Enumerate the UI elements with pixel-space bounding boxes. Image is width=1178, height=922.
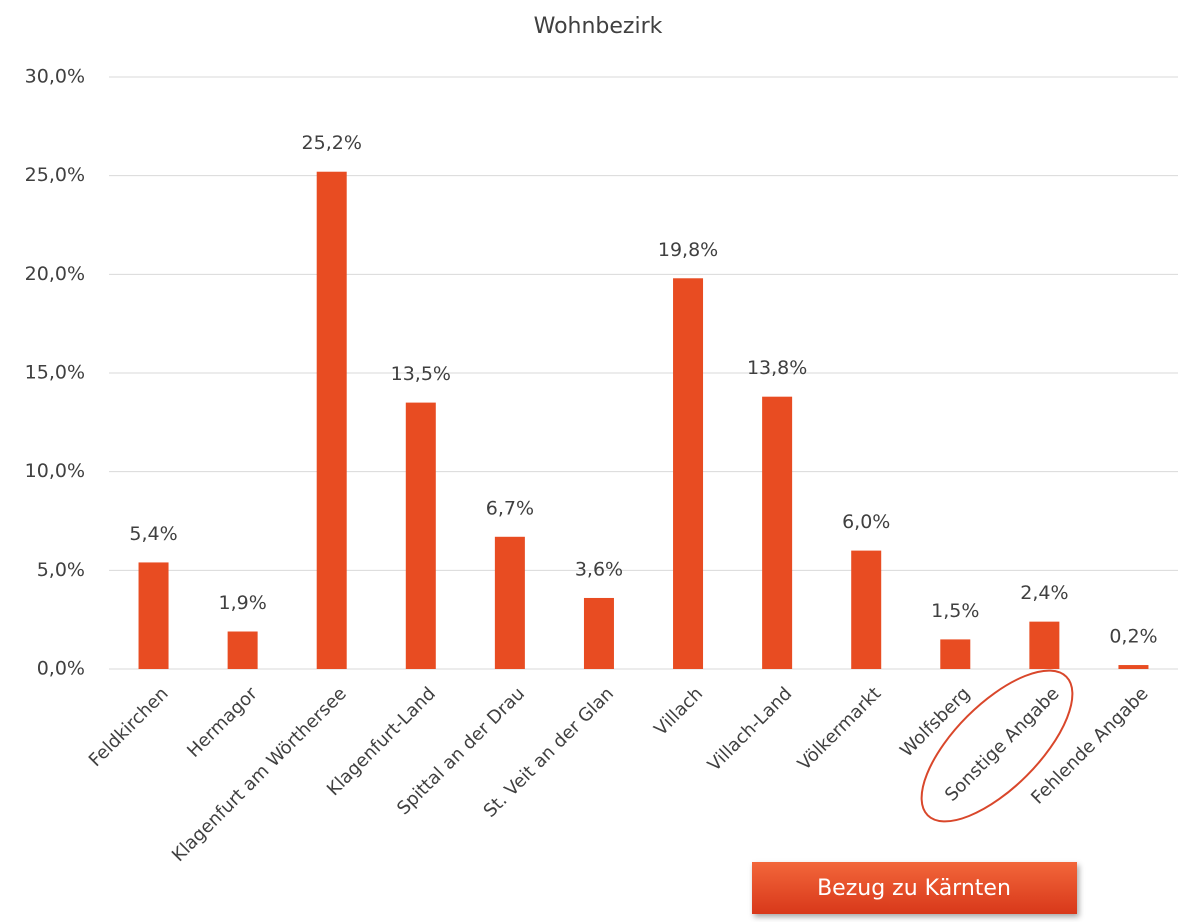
bar xyxy=(405,402,436,669)
x-tick-label: Villach xyxy=(650,683,707,740)
value-label: 1,9% xyxy=(218,592,266,614)
value-label: 0,2% xyxy=(1109,626,1157,648)
value-label: 25,2% xyxy=(302,132,362,154)
bar xyxy=(316,171,347,669)
x-tick-label: Villach-Land xyxy=(704,683,796,775)
plot: 0,0% 5,0% 10,0% 15,0% 20,0% 25,0% 30,0% 5,4% Fel… xyxy=(25,66,1178,866)
bar xyxy=(138,562,169,669)
bar xyxy=(851,550,882,669)
y-tick-label: 0,0% xyxy=(37,658,85,680)
value-label: 1,5% xyxy=(931,600,979,622)
y-tick-label: 20,0% xyxy=(25,263,85,285)
value-label: 2,4% xyxy=(1020,582,1068,604)
x-tick-label: Völkermarkt xyxy=(794,683,885,774)
bar xyxy=(1029,621,1060,669)
x-tick-label: Hermagor xyxy=(183,683,262,762)
bar xyxy=(1118,665,1149,669)
x-tick-label: Klagenfurt am Wörthersee xyxy=(168,683,351,866)
annotation-text: Bezug zu Kärnten xyxy=(817,876,1011,901)
value-label: 13,5% xyxy=(391,363,451,385)
value-label: 19,8% xyxy=(658,239,718,261)
value-label: 6,7% xyxy=(486,497,534,519)
annotation-box xyxy=(752,862,1077,914)
value-label: 3,6% xyxy=(575,558,623,580)
y-tick-label: 25,0% xyxy=(25,164,85,186)
bar xyxy=(762,396,793,669)
bar xyxy=(227,631,258,669)
bar xyxy=(673,278,704,669)
y-tick-label: 15,0% xyxy=(25,362,85,384)
value-label: 5,4% xyxy=(129,523,177,545)
chart-title: Wohnbezirk xyxy=(534,14,663,39)
value-label: 13,8% xyxy=(747,357,807,379)
y-tick-label: 10,0% xyxy=(25,460,85,482)
highlight-ellipse xyxy=(920,669,1074,823)
x-tick-label: Feldkirchen xyxy=(85,683,173,771)
y-tick-label: 30,0% xyxy=(25,66,85,88)
bar xyxy=(583,597,614,669)
y-tick-label: 5,0% xyxy=(37,559,85,581)
value-label: 6,0% xyxy=(842,511,890,533)
bar xyxy=(940,639,971,669)
bar xyxy=(494,536,525,669)
